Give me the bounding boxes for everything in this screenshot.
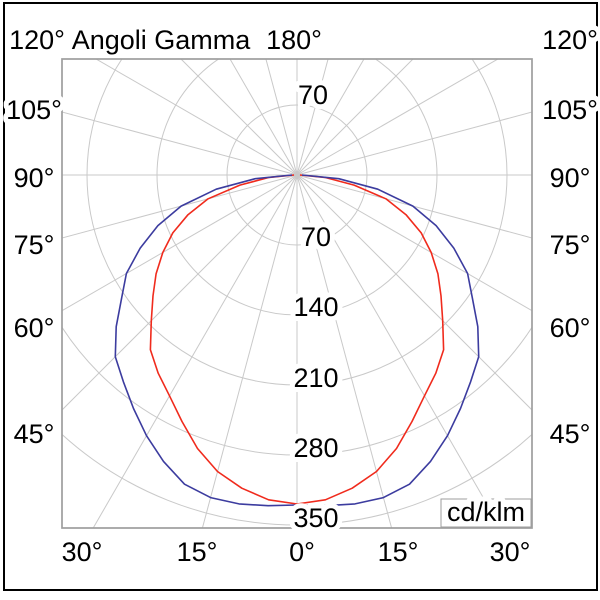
angle-label-180: 180° <box>266 25 322 55</box>
angle-label-right-90: 90° <box>550 163 591 193</box>
angle-label-left-105: 105° <box>6 95 62 125</box>
angle-label-bottom-4-30: 30° <box>490 537 531 567</box>
grid-ray-45 <box>296 174 532 411</box>
grid-ring-210 <box>86 59 508 386</box>
ring-label-70: 70 <box>301 222 331 252</box>
angle-label-left-60: 60° <box>14 313 55 343</box>
angle-label-right-75: 75° <box>550 230 591 260</box>
angle-label-left-90: 90° <box>14 163 55 193</box>
angle-label-right-45: 45° <box>550 419 591 449</box>
angle-label-left-75: 75° <box>14 230 55 260</box>
grid-ray-255 <box>62 111 298 176</box>
grid-ray-195 <box>265 59 298 176</box>
angle-label-bottom-3-15: 15° <box>378 537 419 567</box>
outer-border <box>3 2 598 591</box>
angle-label-right-120: 120° <box>542 25 598 55</box>
grid-ray-105 <box>296 111 532 176</box>
gamma-angle-labels: 120° 105° 90° 75° 60° 45° 120° 105° 90° 75° 60° 45°… <box>1 20 600 572</box>
grid-ray-165 <box>296 59 329 176</box>
chart-title: Angoli Gamma <box>72 25 252 55</box>
grid-ray-315 <box>62 174 298 411</box>
grid-ray-225 <box>180 59 298 176</box>
ring-label-above-70: 70 <box>298 80 328 110</box>
grid-ray-120 <box>296 59 499 176</box>
angle-label-left-45: 45° <box>14 419 55 449</box>
ring-label-280: 280 <box>293 433 338 463</box>
intensity-curves <box>114 174 480 507</box>
grid-ray-135 <box>296 59 414 176</box>
ring-value-labels: 70 70 140 210 280 350 <box>288 75 343 538</box>
grid-ray-60 <box>296 174 532 312</box>
grid-ray-240 <box>95 59 298 176</box>
grid-ring-280 <box>62 326 532 456</box>
ring-label-210: 210 <box>293 363 338 393</box>
grid-ring-70 <box>226 104 368 246</box>
angle-label-left-120: 120° <box>9 25 65 55</box>
ring-label-140: 140 <box>293 292 338 322</box>
plot-frame <box>61 58 533 529</box>
unit-label: cd/klm <box>447 497 525 527</box>
angle-label-bottom-0-30: 30° <box>62 537 103 567</box>
grid-ring-350 <box>62 433 532 526</box>
angle-label-right-60: 60° <box>550 313 591 343</box>
grid-ray-210 <box>229 59 298 176</box>
angle-label-bottom-2-0: 0° <box>289 537 315 567</box>
red-curve <box>149 174 445 505</box>
angle-label-right-105: 105° <box>542 95 598 125</box>
angle-label-bottom-1-15: 15° <box>177 537 218 567</box>
grid-ray-300 <box>62 174 298 312</box>
grid-ring-140 <box>156 59 438 316</box>
ring-label-350: 350 <box>293 503 338 533</box>
unit-label-box <box>440 498 532 528</box>
blue-curve <box>114 174 480 507</box>
grid-ray-150 <box>296 59 365 176</box>
